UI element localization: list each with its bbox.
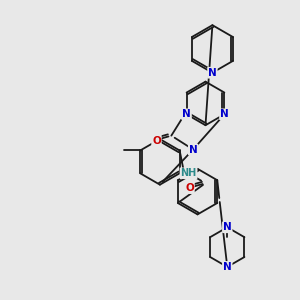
Text: N: N xyxy=(182,109,191,119)
Text: N: N xyxy=(223,262,232,272)
Text: N: N xyxy=(208,68,217,78)
Text: N: N xyxy=(189,145,197,154)
Text: NH: NH xyxy=(180,168,197,178)
Text: N: N xyxy=(223,222,232,232)
Text: O: O xyxy=(185,183,194,193)
Text: O: O xyxy=(152,136,161,146)
Text: N: N xyxy=(220,109,229,119)
